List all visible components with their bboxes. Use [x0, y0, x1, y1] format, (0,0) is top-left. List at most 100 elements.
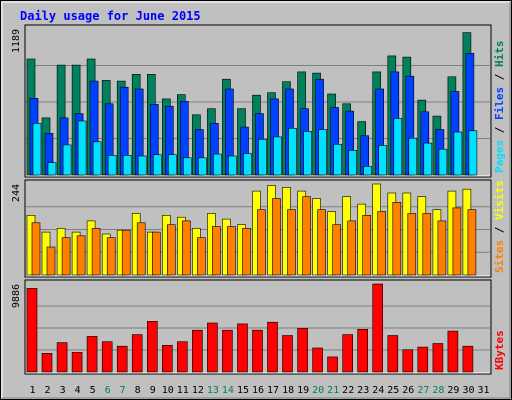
middle-bar-sites-day-26 [407, 213, 417, 276]
chart-title: Daily usage for June 2015 [20, 9, 201, 23]
x-tick-label-day-26: 26 [402, 385, 414, 396]
bottom-bar-kbytes-day-8 [131, 334, 143, 373]
top-bar-pages-day-8 [137, 155, 147, 176]
top-bar-pages-day-30 [468, 130, 478, 176]
middle-bar-sites-day-17 [272, 198, 281, 276]
bottom-bar-kbytes-day-2 [41, 352, 53, 373]
middle-bar-sites-day-22 [347, 220, 357, 276]
legend-entry-pages: Pages [493, 140, 506, 173]
x-tick-label-day-24: 24 [372, 385, 384, 396]
middle-bar-sites-day-10 [167, 224, 176, 276]
bottom-panel: 9886 KBytes [11, 279, 506, 375]
bottom-y-max-label: 9886 [11, 284, 22, 308]
legend-separator: / [493, 67, 506, 87]
x-tick-labels: 1 2 3 4 5 6 7 8 9 10 11 12 13 14 15 16 17 18 19 20 21 22 23 24 2… [29, 385, 489, 396]
middle-bar-sites-day-18 [287, 209, 296, 276]
top-panel: 1189 Pages / Files / Hits [11, 24, 506, 178]
middle-bar-sites-day-14 [227, 226, 236, 276]
bottom-bar-kbytes-day-3 [56, 342, 68, 373]
x-tick-label-day-13: 13 [207, 385, 219, 396]
x-tick-label-day-14: 14 [222, 385, 234, 396]
x-tick-label-day-15: 15 [237, 385, 249, 396]
x-tick-label-day-6: 6 [105, 385, 111, 396]
top-legend: Pages / Files / Hits [493, 41, 506, 174]
x-tick-label-day-20: 20 [312, 385, 324, 396]
top-bar-pages-day-16 [258, 139, 267, 176]
top-bar-pages-day-2 [47, 162, 57, 176]
legend-entry-visits: Visits [493, 180, 506, 220]
top-bar-pages-day-21 [333, 144, 342, 176]
middle-bar-sites-day-28 [437, 220, 447, 276]
top-bar-pages-day-10 [168, 154, 177, 176]
bottom-bar-kbytes-day-18 [282, 335, 293, 373]
bottom-bar-kbytes-day-20 [312, 347, 323, 373]
top-bar-pages-day-3 [62, 144, 72, 176]
top-bar-pages-day-9 [153, 154, 162, 176]
top-bar-pages-day-26 [408, 137, 418, 176]
x-tick-label-day-27: 27 [417, 385, 429, 396]
x-tick-label-day-19: 19 [297, 385, 309, 396]
middle-bar-sites-day-13 [212, 226, 221, 276]
x-tick-label-day-31: 31 [477, 385, 489, 396]
top-bar-pages-day-6 [107, 155, 117, 176]
middle-bar-sites-day-29 [452, 207, 462, 276]
bottom-bar-kbytes-day-22 [342, 334, 354, 373]
top-bar-pages-day-12 [198, 157, 207, 176]
bottom-bar-kbytes-day-4 [71, 352, 83, 373]
top-bar-pages-day-14 [228, 155, 237, 176]
bottom-bar-kbytes-day-30 [462, 345, 474, 373]
top-bar-pages-day-17 [273, 136, 282, 176]
middle-bar-sites-day-5 [91, 228, 101, 276]
bottom-bar-kbytes-day-6 [101, 341, 113, 373]
legend-entry-kbytes: KBytes [493, 330, 506, 370]
x-tick-label-day-23: 23 [357, 385, 369, 396]
x-tick-label-day-28: 28 [432, 385, 444, 396]
top-y-max-label: 1189 [11, 29, 22, 53]
bottom-bar-kbytes-day-5 [86, 336, 98, 373]
top-bar-pages-day-28 [438, 148, 448, 176]
panels: 1189 Pages / Files / Hits 244 Sites / Visit… [11, 24, 506, 375]
x-tick-label-day-22: 22 [342, 385, 354, 396]
top-bar-pages-day-25 [393, 118, 403, 176]
middle-legend: Sites / Visits [493, 180, 506, 273]
top-bar-pages-day-5 [92, 141, 102, 176]
bottom-bar-kbytes-day-12 [192, 329, 203, 373]
middle-bar-sites-day-8 [136, 222, 146, 276]
middle-panel: 244 Sites / Visits [11, 179, 506, 278]
bottom-legend: KBytes [493, 330, 506, 370]
bottom-bar-kbytes-day-28 [432, 343, 444, 373]
middle-bar-sites-day-21 [332, 224, 341, 276]
bottom-bar-kbytes-day-19 [297, 328, 308, 373]
bottom-bar-kbytes-day-27 [417, 346, 429, 373]
top-bar-pages-day-22 [348, 150, 358, 176]
x-tick-label-day-17: 17 [267, 385, 279, 396]
top-bar-pages-day-11 [183, 157, 192, 176]
bottom-bar-kbytes-day-15 [237, 323, 248, 373]
bottom-bar-kbytes-day-23 [357, 328, 369, 373]
top-bar-pages-day-29 [453, 131, 463, 176]
bottom-bar-kbytes-day-14 [222, 329, 233, 373]
top-bar-pages-day-20 [318, 129, 327, 176]
x-tick-label-day-3: 3 [60, 385, 66, 396]
top-bar-pages-day-23 [363, 166, 373, 176]
top-bar-pages-day-1 [32, 123, 42, 176]
legend-entry-hits: Hits [493, 41, 506, 68]
top-bar-pages-day-19 [303, 131, 312, 176]
legend-entry-sites: Sites [493, 240, 506, 273]
bottom-bar-kbytes-day-26 [402, 349, 414, 373]
middle-bar-sites-day-15 [242, 228, 251, 276]
x-tick-label-day-11: 11 [177, 385, 189, 396]
middle-bar-sites-day-16 [257, 209, 266, 276]
bottom-bar-kbytes-day-9 [147, 320, 158, 373]
bottom-bar-kbytes-day-17 [267, 321, 278, 373]
middle-bar-sites-day-24 [377, 211, 387, 276]
bottom-bar-kbytes-day-16 [252, 329, 263, 373]
top-bar-pages-day-18 [288, 128, 297, 176]
middle-bar-sites-day-30 [467, 209, 477, 276]
top-bar-pages-day-27 [423, 142, 433, 176]
x-tick-label-day-5: 5 [90, 385, 96, 396]
bottom-bar-kbytes-day-21 [327, 356, 338, 373]
legend-entry-files: Files [493, 87, 506, 120]
x-tick-label-day-1: 1 [29, 385, 35, 396]
middle-bar-sites-day-12 [197, 237, 206, 276]
